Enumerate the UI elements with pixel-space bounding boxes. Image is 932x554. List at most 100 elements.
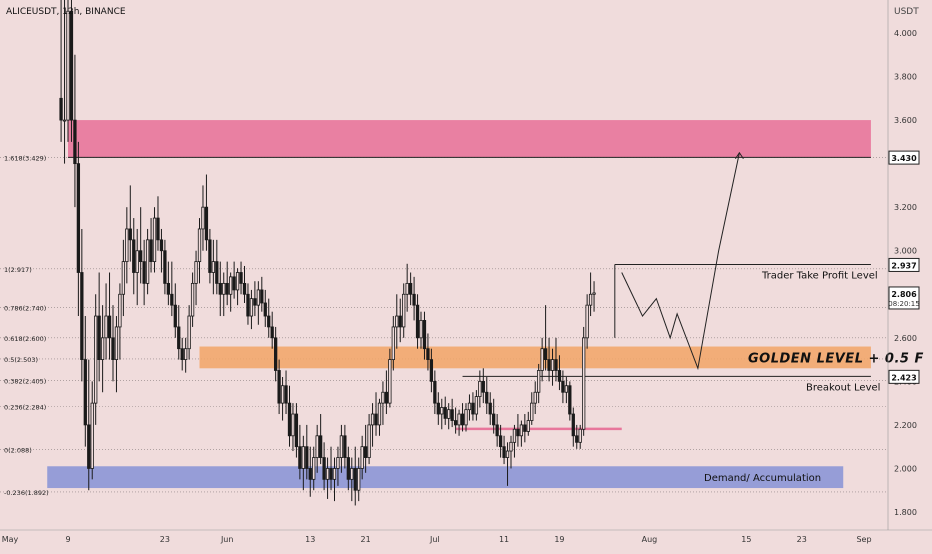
candle-body	[277, 370, 281, 404]
candle	[363, 424, 368, 473]
price-tag-box	[888, 369, 920, 384]
candle-body	[152, 217, 157, 263]
candle-body	[235, 272, 240, 291]
candle	[467, 394, 472, 421]
candle	[405, 263, 409, 312]
price-tag-value: 2.423	[891, 373, 916, 382]
candle-body	[568, 385, 572, 415]
candle	[391, 316, 395, 371]
candle-body	[170, 293, 174, 306]
candle-body	[412, 293, 416, 306]
y-tick-label: 2.200	[894, 421, 917, 430]
candle-body	[512, 428, 517, 443]
candle	[280, 377, 285, 421]
candle	[550, 348, 555, 386]
candle-body	[571, 413, 575, 437]
candle-body	[474, 396, 479, 415]
candle-body	[502, 446, 506, 458]
candle	[107, 272, 112, 360]
candle-body	[422, 319, 427, 350]
candle	[457, 409, 461, 436]
zones-layer	[47, 120, 871, 489]
candle-body	[350, 468, 354, 480]
candle-body	[543, 348, 548, 360]
candle-body	[453, 420, 458, 426]
candle-body	[377, 402, 382, 426]
candle	[239, 261, 243, 295]
candle	[582, 326, 586, 436]
candle	[419, 311, 423, 349]
candle	[301, 435, 305, 491]
candle-body	[177, 326, 181, 350]
golden-zone	[199, 346, 871, 369]
candle-body	[346, 457, 350, 480]
candle-body	[260, 289, 264, 304]
candle	[415, 294, 420, 349]
candle	[118, 283, 122, 360]
candle-body	[159, 239, 164, 252]
candle-body	[419, 319, 423, 339]
candle	[159, 228, 164, 273]
candle	[374, 392, 378, 436]
candle-body	[523, 424, 527, 432]
candle	[145, 228, 150, 295]
candle-body	[429, 359, 434, 382]
x-tick-label: 19	[554, 535, 564, 544]
candle	[291, 403, 295, 452]
candle	[139, 207, 143, 284]
candle	[73, 54, 77, 208]
candle	[66, 0, 70, 142]
candle	[571, 407, 575, 447]
candle-body	[312, 457, 316, 480]
candle-body	[225, 282, 229, 295]
candle	[398, 298, 402, 343]
candle-body	[315, 435, 319, 458]
candle-body	[184, 348, 188, 360]
fib-level-label: 1(2.917)	[4, 266, 32, 274]
x-tick-label: 23	[797, 535, 807, 544]
candle-body	[408, 282, 413, 295]
candle	[80, 228, 84, 382]
candle	[408, 272, 413, 306]
candle-body	[232, 276, 236, 291]
candle	[350, 457, 354, 502]
candle-body	[201, 206, 205, 230]
candle-body	[204, 206, 209, 241]
candle-body	[305, 446, 309, 469]
candle-body	[62, 119, 67, 122]
candle-body	[395, 315, 399, 328]
candle-body	[76, 163, 81, 273]
candle	[381, 381, 385, 425]
candle-body	[398, 315, 402, 328]
candle	[132, 218, 136, 295]
price-tag-box	[888, 286, 920, 310]
candle	[62, 0, 67, 164]
candle-body	[374, 413, 378, 426]
candle-body	[298, 446, 302, 469]
candle-body	[509, 441, 513, 452]
candle	[502, 435, 506, 465]
candle-body	[253, 298, 257, 306]
candle	[201, 185, 205, 251]
candle	[232, 261, 236, 299]
candle	[69, 0, 74, 142]
candle-body	[142, 261, 146, 284]
candle-body	[433, 380, 437, 404]
candle	[564, 377, 569, 404]
candle-body	[104, 315, 108, 339]
price-tag: 2.937	[888, 257, 920, 272]
candle	[287, 385, 292, 447]
symbol-title: ALICEUSDT, 12h, BINANCE	[6, 7, 126, 17]
candle	[568, 381, 572, 421]
candle	[543, 305, 548, 371]
projection-arrowhead	[734, 151, 744, 160]
y-tick-label: 3.000	[894, 247, 917, 256]
candle	[197, 218, 202, 284]
candle	[367, 414, 371, 465]
candle	[312, 446, 316, 491]
candle-body	[190, 282, 195, 317]
candle	[336, 446, 340, 486]
candle-body	[533, 391, 537, 404]
x-tick-label: Sep	[856, 535, 871, 544]
